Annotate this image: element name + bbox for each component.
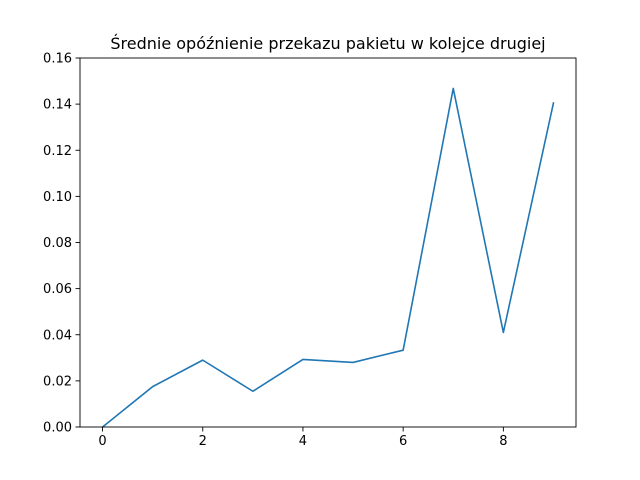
y-tick-label: 0.04 [43,328,72,343]
chart-title: Średnie opóźnienie przekazu pakietu w ko… [110,34,545,53]
y-tick-label: 0.16 [43,52,72,67]
x-tick-label: 2 [199,434,207,449]
y-tick-label: 0.14 [43,98,72,113]
series-line-0 [101,87,555,429]
x-tick-label: 6 [399,434,407,449]
axes-frame [79,57,577,428]
y-tick-label: 0.06 [43,282,72,297]
y-tick-label: 0.12 [43,144,72,159]
x-tick-label: 4 [299,434,307,449]
y-tick-label: 0.08 [43,236,72,251]
plot-area: 0 2 4 6 8 0.00 0.02 0.04 0.06 0.08 0.10 0.12 0.14 0.1… [43,52,577,449]
x-tick-label: 8 [499,434,507,449]
y-tick-label: 0.00 [43,421,72,436]
y-tick-label: 0.10 [43,190,72,205]
x-tick-label: 0 [98,434,106,449]
y-tick-label: 0.02 [43,374,72,389]
